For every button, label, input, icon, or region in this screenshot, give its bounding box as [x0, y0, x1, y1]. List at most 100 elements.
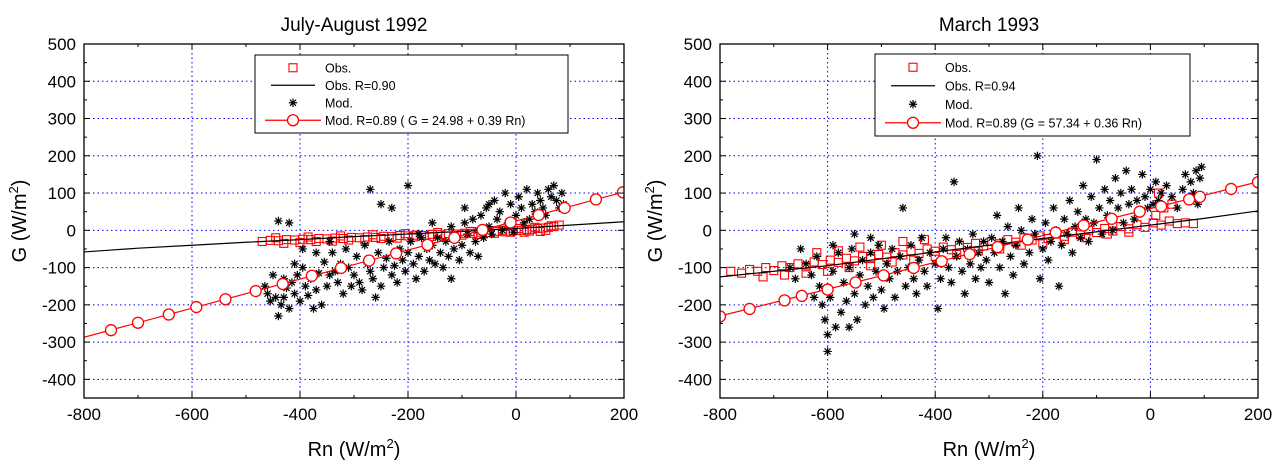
mod-point [885, 274, 894, 283]
legend-item-0: Obs. [288, 61, 351, 75]
mod-point [403, 248, 413, 257]
mod-point [1130, 214, 1139, 224]
mod-fit-marker [795, 289, 808, 303]
mod-point [901, 282, 910, 291]
mod-point [266, 296, 275, 306]
mod-point [552, 196, 561, 205]
mod-point [949, 177, 959, 187]
mod-point [858, 255, 867, 265]
y-tick-label: -200 [42, 296, 76, 315]
mod-point [1019, 259, 1029, 269]
mod-point [906, 241, 916, 250]
mod-fit-marker [249, 284, 262, 298]
obs-point [753, 266, 763, 276]
x-tick-label: -600 [811, 405, 845, 424]
mod-fit-marker [334, 261, 348, 275]
mod-point [1162, 181, 1171, 190]
mod-point [995, 263, 1004, 272]
mod-point [1073, 207, 1082, 216]
mod-point [1113, 203, 1123, 213]
chart-panel-july-august-1992: -800 -600 -400 -200 0 200 -400 -300 -200 -100 0 100… [6, 15, 638, 461]
mod-point [298, 244, 307, 254]
obs-point [793, 259, 803, 269]
mod-point [455, 255, 464, 265]
y-tick-label: -100 [42, 259, 76, 278]
mod-point [898, 203, 908, 213]
mod-point [457, 241, 467, 250]
mod-point [896, 252, 905, 261]
x-tick-label: -400 [283, 405, 317, 424]
mod-point [1181, 170, 1190, 179]
obs-point [271, 233, 281, 243]
mod-point [441, 237, 450, 246]
mod-point [290, 289, 299, 298]
y-tick-label: 0 [67, 221, 76, 240]
mod-point [1062, 229, 1072, 239]
y-tick-label: -100 [678, 259, 712, 278]
legend-item-2: Mod. [908, 98, 973, 112]
mod-point [1014, 203, 1023, 213]
mod-point [420, 267, 429, 276]
mod-point [325, 270, 334, 280]
obs-point [898, 236, 908, 247]
mod-point [449, 244, 459, 254]
mod-point [1065, 196, 1074, 205]
mod-point [1140, 192, 1150, 201]
mod-point [1011, 241, 1021, 250]
obs-fit-line [720, 210, 1258, 278]
y-tick-label: 500 [684, 35, 712, 54]
mod-point [465, 248, 475, 257]
y-tick-label: 100 [684, 184, 712, 203]
mod-fit-marker [219, 293, 232, 306]
mod-point [444, 252, 453, 261]
x-tick-label: -200 [1026, 405, 1060, 424]
mod-point [533, 188, 542, 198]
mod-point [826, 293, 835, 302]
y-tick-label: 400 [48, 72, 76, 91]
mod-point [285, 218, 294, 228]
mod-point [293, 270, 302, 280]
y-axis-label-close: ) [645, 180, 667, 187]
mod-point [312, 248, 321, 257]
mod-fit-marker [1133, 205, 1146, 218]
mod-point [1111, 173, 1120, 183]
mod-point [484, 222, 494, 231]
mod-point [836, 308, 846, 317]
mod-point [401, 267, 410, 276]
y-tick-label: 300 [48, 110, 76, 129]
ticks: -800 -600 -400 -200 0 200 -400 -300 -200 -100 0 100… [42, 35, 638, 424]
mod-point [379, 263, 388, 272]
y-tick-label: 100 [48, 184, 76, 203]
y-axis-label-text: G (W/m [9, 194, 31, 263]
mod-point [433, 233, 442, 242]
mod-point [1108, 226, 1117, 235]
mod-point [390, 261, 399, 270]
mod-point [511, 211, 521, 220]
mod-point [971, 274, 980, 283]
mod-point [1105, 196, 1115, 205]
obs-point [841, 253, 851, 263]
mod-point [490, 196, 499, 205]
mod-point [1095, 203, 1104, 213]
y-tick-label: 500 [48, 35, 76, 54]
mod-point [285, 304, 294, 313]
obs-point [362, 232, 373, 242]
y-tick-label: -400 [678, 370, 712, 389]
series-1 [84, 221, 624, 253]
mod-point [807, 270, 816, 280]
mod-point [517, 203, 526, 213]
x-axis-label-close: ) [1029, 439, 1036, 461]
chart-title: March 1993 [939, 15, 1039, 36]
mod-point [1070, 222, 1080, 231]
mod-point [1146, 185, 1155, 194]
x-axis-label-close: ) [394, 439, 401, 461]
mod-point [482, 203, 491, 213]
mod-point [1043, 255, 1053, 265]
mod-point [339, 289, 348, 298]
mod-point [447, 222, 456, 231]
mod-point [314, 268, 324, 278]
x-axis-label-text: Rn (W/m [308, 439, 387, 461]
mod-point [268, 270, 278, 280]
mod-fit-marker [1049, 226, 1062, 239]
y-tick-label: -200 [678, 296, 712, 315]
